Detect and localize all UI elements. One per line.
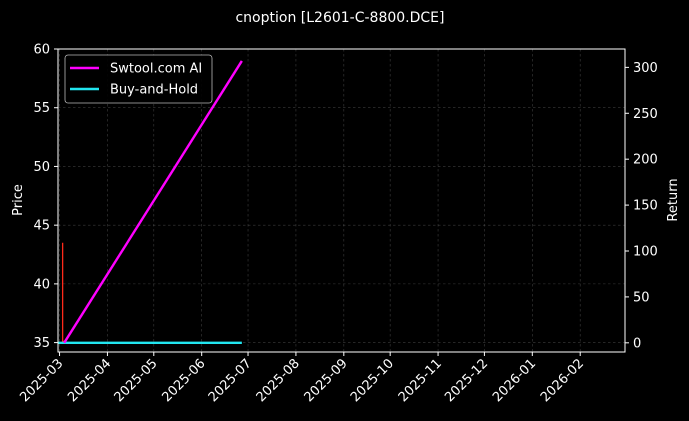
y-tick-label: 50 <box>33 160 50 175</box>
y2-tick-label: 250 <box>633 107 658 122</box>
x-tick-label: 2025-11 <box>396 356 445 405</box>
price-line <box>61 242 65 343</box>
x-tick-label: 2025-10 <box>348 356 397 405</box>
x-tick-label: 2026-02 <box>538 356 587 405</box>
plot-frame <box>57 48 626 353</box>
y2-tick-label: 300 <box>633 61 658 76</box>
legend-label: Buy-and-Hold <box>110 83 198 98</box>
series-line-ai <box>63 60 243 344</box>
y-tick-label: 55 <box>33 101 50 116</box>
legend: Swtool.com AI Buy-and-Hold <box>64 54 213 104</box>
x-tick-label: 2025-09 <box>302 356 351 405</box>
x-tick-label: 2025-05 <box>112 356 161 405</box>
legend-box <box>64 54 213 104</box>
x-tick-label: 2025-03 <box>17 356 66 405</box>
series-layer <box>58 60 243 345</box>
y2-tick-label: 50 <box>633 290 650 305</box>
y2-axis-label: Return <box>666 178 681 221</box>
x-tick-label: 2025-12 <box>442 356 491 405</box>
y2-tick-label: 100 <box>633 245 658 260</box>
chart-title: cnoption [L2601-C-8800.DCE] <box>235 10 444 26</box>
y2-tick-label: 200 <box>633 153 658 168</box>
x-tick-label: 2025-04 <box>65 356 114 405</box>
y-tick-label: 35 <box>33 336 50 351</box>
y2-tick-label: 150 <box>633 199 658 214</box>
y-tick-label: 40 <box>33 277 50 292</box>
x-tick-label: 2026-01 <box>490 356 539 405</box>
x-tick-label: 2025-06 <box>159 356 208 405</box>
y2-tick-label: 0 <box>633 336 641 351</box>
x-tick-label: 2025-07 <box>206 356 255 405</box>
x-tick-label: 2025-08 <box>254 356 303 405</box>
legend-label: Swtool.com AI <box>110 62 202 77</box>
y-axis-label: Price <box>11 184 26 216</box>
y-tick-label: 45 <box>33 219 50 234</box>
y-tick-label: 60 <box>33 43 50 58</box>
